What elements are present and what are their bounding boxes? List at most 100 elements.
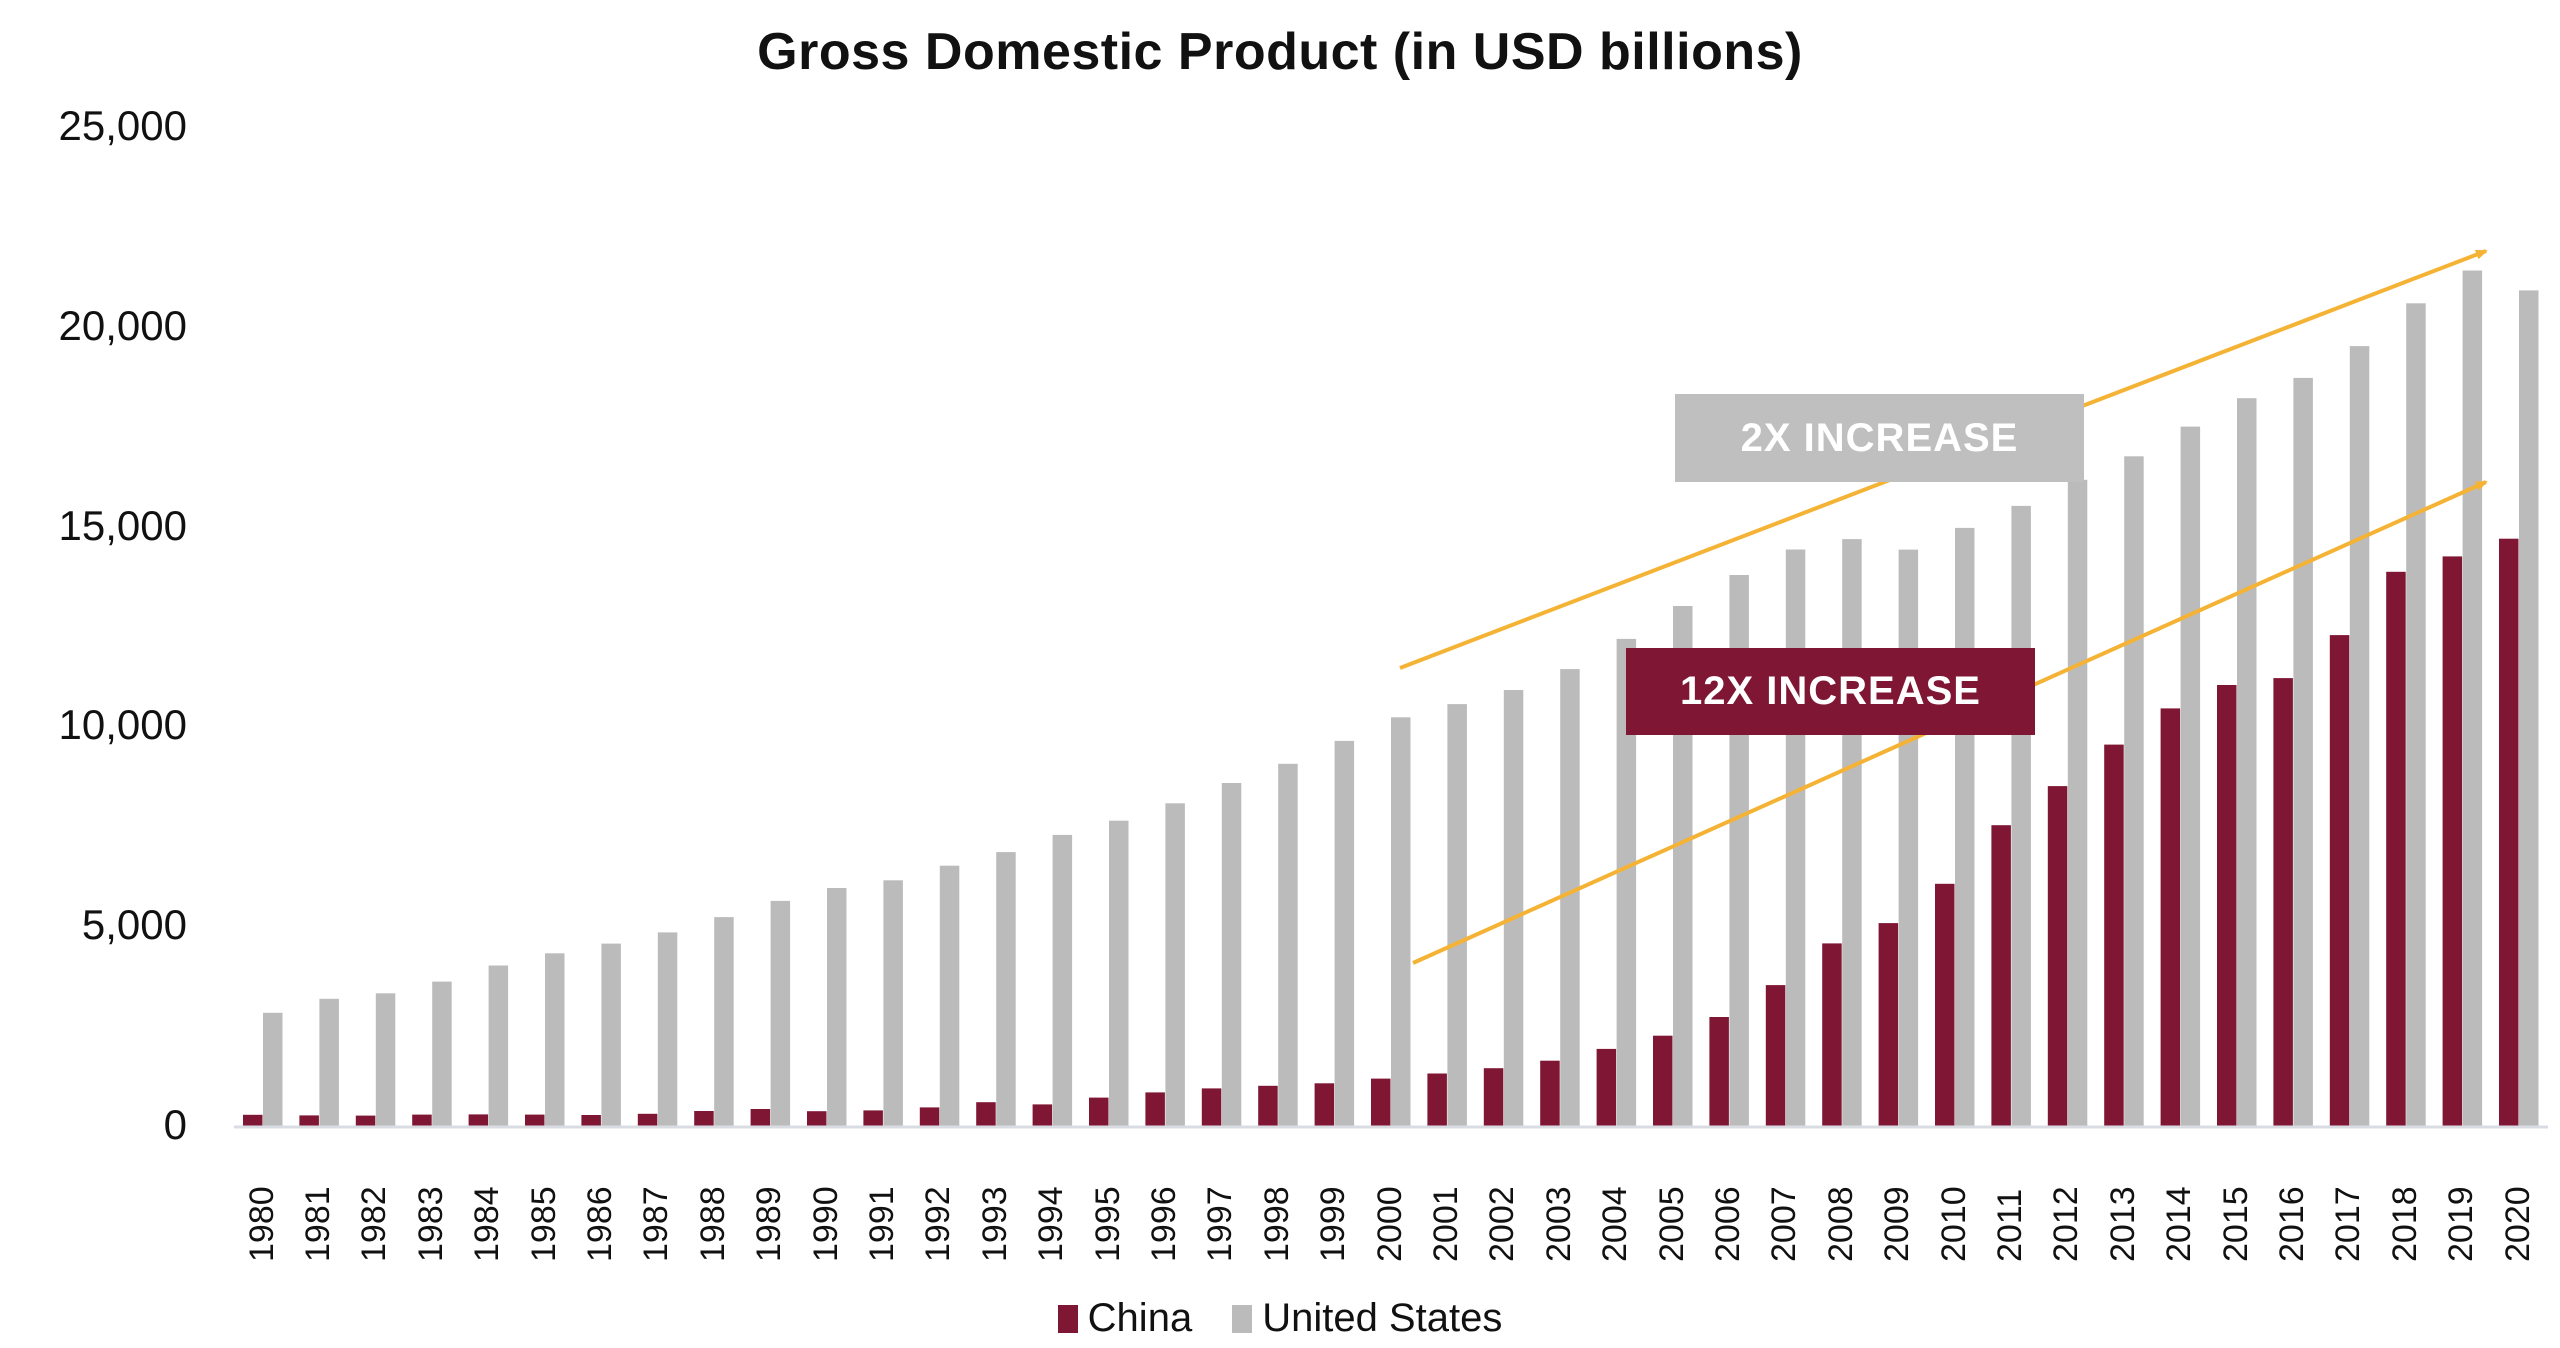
x-tick-label: 2013 bbox=[2103, 1186, 2142, 1262]
bar-united-states-1999 bbox=[1334, 740, 1355, 1127]
bar-china-1989 bbox=[750, 1109, 771, 1127]
x-tick-label: 2020 bbox=[2498, 1186, 2537, 1262]
legend-swatch-china bbox=[1057, 1304, 1078, 1333]
bar-united-states-1980 bbox=[263, 1012, 283, 1127]
x-tick-label: 2004 bbox=[1596, 1186, 1635, 1262]
x-tick-label: 1993 bbox=[975, 1186, 1014, 1262]
bar-united-states-1998 bbox=[1278, 763, 1298, 1127]
bar-china-1987 bbox=[637, 1113, 658, 1127]
bar-united-states-2007 bbox=[1785, 549, 1806, 1127]
x-tick-label: 2018 bbox=[2385, 1186, 2424, 1262]
bar-united-states-2014 bbox=[2180, 426, 2201, 1128]
bar-china-1990 bbox=[807, 1111, 827, 1127]
bar-china-1982 bbox=[355, 1115, 376, 1127]
bar-united-states-1985 bbox=[545, 953, 565, 1127]
bar-united-states-1997 bbox=[1221, 783, 1242, 1127]
bar-united-states-2004 bbox=[1616, 638, 1637, 1127]
bar-china-1998 bbox=[1258, 1085, 1278, 1127]
bar-china-2006 bbox=[1709, 1017, 1729, 1127]
x-tick-label: 1997 bbox=[1201, 1186, 1240, 1262]
y-tick-label: 0 bbox=[163, 1101, 187, 1148]
bar-united-states-2020 bbox=[2519, 290, 2539, 1127]
bar-united-states-2016 bbox=[2293, 377, 2313, 1127]
bar-china-1984 bbox=[468, 1114, 489, 1127]
bar-united-states-2000 bbox=[1391, 717, 1411, 1127]
bar-china-1993 bbox=[976, 1102, 996, 1127]
bar-china-2019 bbox=[2442, 556, 2463, 1127]
bar-china-1986 bbox=[581, 1115, 601, 1127]
x-tick-label: 1980 bbox=[242, 1186, 281, 1262]
x-tick-label: 1996 bbox=[1144, 1186, 1183, 1262]
bar-china-1994 bbox=[1032, 1104, 1053, 1127]
x-tick-label: 2012 bbox=[2047, 1186, 2086, 1262]
legend-swatch-united-states bbox=[1232, 1304, 1253, 1333]
bar-united-states-1982 bbox=[375, 993, 396, 1127]
annotation-2x-label: 2X INCREASE bbox=[1740, 415, 2019, 460]
bar-united-states-1984 bbox=[488, 965, 509, 1127]
bar-china-1985 bbox=[525, 1114, 545, 1127]
bar-china-2001 bbox=[1427, 1073, 1447, 1127]
bar-china-2014 bbox=[2160, 708, 2181, 1127]
x-tick-label: 2009 bbox=[1878, 1186, 1917, 1262]
bar-united-states-2015 bbox=[2237, 398, 2257, 1127]
y-tick-label: 10,000 bbox=[58, 701, 187, 749]
x-tick-label: 1986 bbox=[580, 1186, 619, 1262]
bar-united-states-2003 bbox=[1560, 669, 1580, 1127]
bar-china-1983 bbox=[412, 1114, 432, 1127]
bar-united-states-1994 bbox=[1052, 834, 1073, 1127]
bar-united-states-2019 bbox=[2462, 270, 2483, 1127]
bar-china-2003 bbox=[1540, 1060, 1560, 1127]
x-tick-label: 2005 bbox=[1652, 1186, 1691, 1262]
x-tick-label: 1989 bbox=[750, 1186, 789, 1262]
y-tick-label: 15,000 bbox=[58, 501, 187, 549]
x-tick-label: 1994 bbox=[1032, 1186, 1071, 1262]
annotation-2x-increase: 2X INCREASE bbox=[1675, 394, 2084, 482]
bar-china-1995 bbox=[1089, 1097, 1109, 1127]
bar-china-1992 bbox=[919, 1107, 940, 1127]
y-tick-label: 25,000 bbox=[58, 102, 187, 149]
bar-united-states-1995 bbox=[1109, 820, 1129, 1127]
bar-united-states-2005 bbox=[1673, 606, 1693, 1127]
annotation-12x-increase: 12X INCREASE bbox=[1626, 648, 2035, 735]
bar-china-1981 bbox=[299, 1115, 319, 1127]
bar-china-2020 bbox=[2499, 538, 2519, 1127]
x-tick-label: 2008 bbox=[1821, 1186, 1860, 1262]
bar-united-states-1983 bbox=[432, 981, 452, 1127]
bar-united-states-1987 bbox=[657, 932, 678, 1127]
bar-united-states-2013 bbox=[2124, 456, 2144, 1127]
bar-china-2010 bbox=[1935, 883, 1955, 1127]
x-tick-label: 1995 bbox=[1088, 1186, 1127, 1262]
bar-china-2009 bbox=[1878, 923, 1899, 1127]
x-tick-label: 1982 bbox=[355, 1186, 394, 1262]
bar-china-1997 bbox=[1201, 1088, 1222, 1127]
legend-item-china: China bbox=[1057, 1296, 1192, 1341]
x-tick-label: 2000 bbox=[1370, 1186, 1409, 1262]
bar-united-states-2001 bbox=[1447, 704, 1467, 1127]
annotation-12x-label: 12X INCREASE bbox=[1680, 669, 1981, 713]
bar-united-states-2018 bbox=[2406, 303, 2426, 1127]
x-tick-label: 1999 bbox=[1314, 1186, 1353, 1262]
bar-china-2015 bbox=[2217, 685, 2237, 1127]
legend-label-united-states: United States bbox=[1262, 1296, 1503, 1340]
x-tick-label: 1992 bbox=[919, 1186, 958, 1262]
bar-united-states-2012 bbox=[2067, 479, 2088, 1127]
x-tick-label: 1984 bbox=[468, 1186, 507, 1262]
x-tick-label: 2011 bbox=[1990, 1188, 2029, 1262]
x-tick-label: 1983 bbox=[411, 1186, 450, 1262]
legend: China United States bbox=[0, 1296, 2560, 1341]
x-tick-label: 2016 bbox=[2272, 1186, 2311, 1262]
x-tick-label: 2015 bbox=[2216, 1186, 2255, 1262]
x-tick-label: 1987 bbox=[637, 1186, 676, 1262]
bar-united-states-1993 bbox=[996, 852, 1016, 1127]
bar-china-2017 bbox=[2329, 635, 2350, 1127]
bar-china-2008 bbox=[1822, 943, 1842, 1127]
bar-china-2016 bbox=[2273, 678, 2293, 1127]
bar-united-states-1990 bbox=[827, 888, 847, 1127]
x-tick-label: 2010 bbox=[1934, 1186, 1973, 1262]
x-tick-label: 1990 bbox=[806, 1186, 845, 1262]
bar-china-1996 bbox=[1145, 1092, 1165, 1127]
bar-china-2018 bbox=[2386, 571, 2406, 1127]
x-tick-label: 1985 bbox=[524, 1186, 563, 1262]
x-tick-label: 2019 bbox=[2442, 1186, 2481, 1262]
